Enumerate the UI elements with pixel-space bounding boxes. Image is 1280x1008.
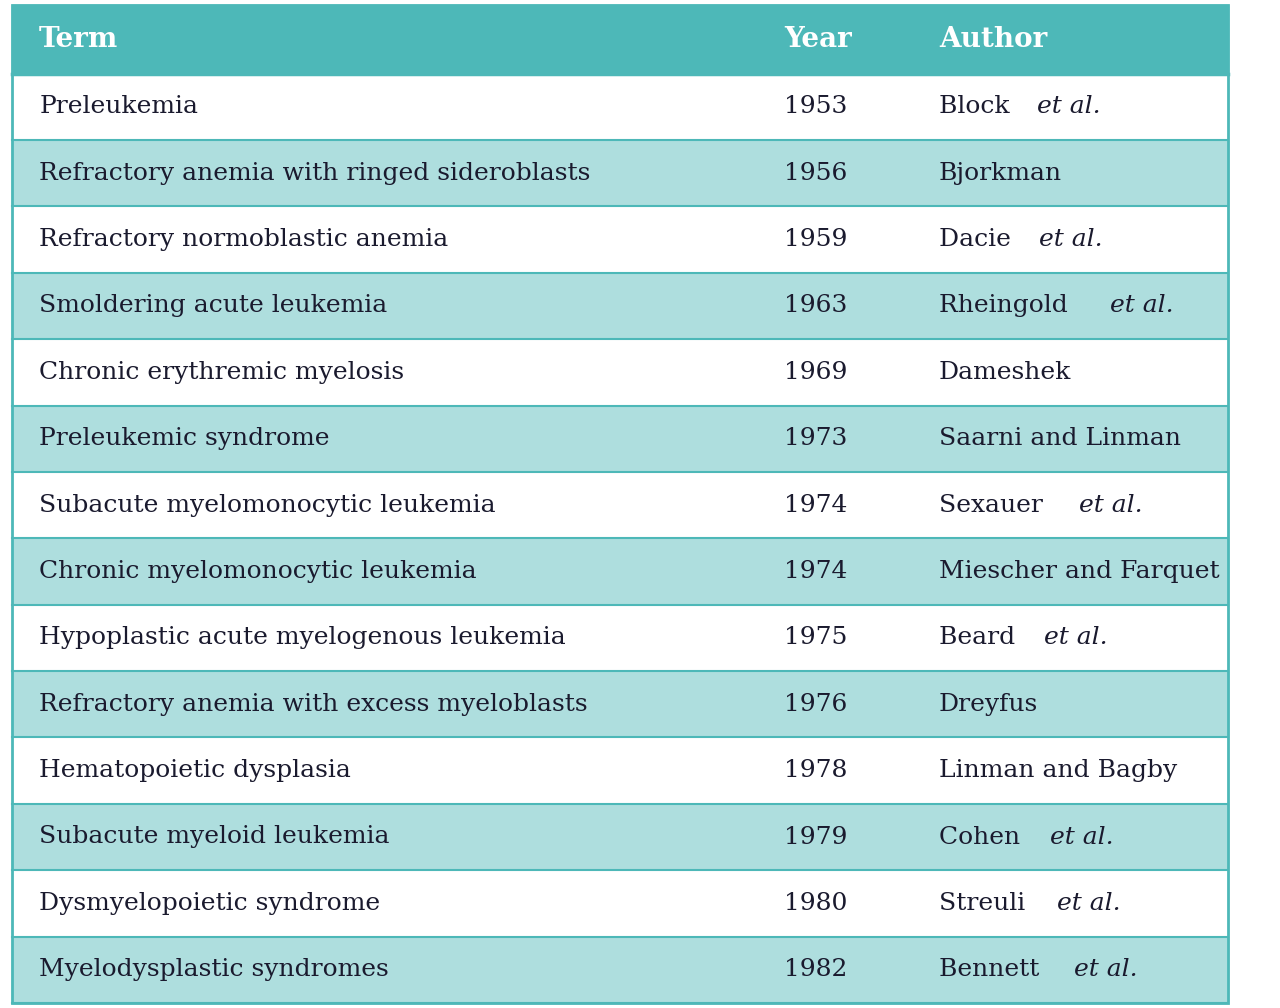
- Text: Author: Author: [940, 26, 1047, 52]
- Text: Chronic erythremic myelosis: Chronic erythremic myelosis: [40, 361, 404, 384]
- Text: Hypoplastic acute myelogenous leukemia: Hypoplastic acute myelogenous leukemia: [40, 626, 566, 649]
- Text: Smoldering acute leukemia: Smoldering acute leukemia: [40, 294, 388, 318]
- Text: et al.: et al.: [1044, 626, 1107, 649]
- Text: Subacute myeloid leukemia: Subacute myeloid leukemia: [40, 826, 389, 849]
- Text: Term: Term: [40, 26, 119, 52]
- Bar: [13, 538, 1229, 605]
- Text: Dysmyelopoietic syndrome: Dysmyelopoietic syndrome: [40, 892, 380, 915]
- Text: Dreyfus: Dreyfus: [940, 692, 1038, 716]
- Text: 1976: 1976: [785, 692, 847, 716]
- Text: Block: Block: [940, 96, 1018, 118]
- Text: Sexauer: Sexauer: [940, 494, 1051, 516]
- Text: Miescher and Farquet: Miescher and Farquet: [940, 560, 1220, 583]
- Bar: [13, 936, 1229, 1003]
- Text: Preleukemia: Preleukemia: [40, 96, 198, 118]
- Text: Cohen: Cohen: [940, 826, 1028, 849]
- Text: et al.: et al.: [1037, 96, 1101, 118]
- Bar: [13, 74, 1229, 140]
- Text: 1975: 1975: [785, 626, 847, 649]
- Text: 1956: 1956: [785, 161, 847, 184]
- Text: Subacute myelomonocytic leukemia: Subacute myelomonocytic leukemia: [40, 494, 495, 516]
- Text: Year: Year: [785, 26, 852, 52]
- Text: 1978: 1978: [785, 759, 847, 782]
- Text: et al.: et al.: [1039, 228, 1102, 251]
- Text: Bennett: Bennett: [940, 959, 1047, 981]
- Bar: [13, 472, 1229, 538]
- Bar: [13, 140, 1229, 207]
- Text: 1959: 1959: [785, 228, 847, 251]
- Text: 1953: 1953: [785, 96, 847, 118]
- Bar: [13, 273, 1229, 339]
- Text: 1974: 1974: [785, 494, 847, 516]
- Text: Dacie: Dacie: [940, 228, 1019, 251]
- Text: et al.: et al.: [1079, 494, 1143, 516]
- Text: Streuli: Streuli: [940, 892, 1033, 915]
- Text: Rheingold: Rheingold: [940, 294, 1075, 318]
- Text: 1969: 1969: [785, 361, 847, 384]
- Text: Chronic myelomonocytic leukemia: Chronic myelomonocytic leukemia: [40, 560, 476, 583]
- Bar: [13, 207, 1229, 273]
- Text: Saarni and Linman: Saarni and Linman: [940, 427, 1181, 451]
- Text: Preleukemic syndrome: Preleukemic syndrome: [40, 427, 330, 451]
- Bar: [13, 671, 1229, 738]
- Text: 1973: 1973: [785, 427, 847, 451]
- Text: Linman and Bagby: Linman and Bagby: [940, 759, 1178, 782]
- Text: Myelodysplastic syndromes: Myelodysplastic syndromes: [40, 959, 389, 981]
- Text: Refractory anemia with excess myeloblasts: Refractory anemia with excess myeloblast…: [40, 692, 588, 716]
- Text: Refractory anemia with ringed sideroblasts: Refractory anemia with ringed sideroblas…: [40, 161, 590, 184]
- Bar: [13, 870, 1229, 936]
- Text: Refractory normoblastic anemia: Refractory normoblastic anemia: [40, 228, 448, 251]
- Text: et al.: et al.: [1110, 294, 1174, 318]
- Text: et al.: et al.: [1074, 959, 1138, 981]
- Bar: [13, 605, 1229, 671]
- Text: Beard: Beard: [940, 626, 1023, 649]
- Text: 1963: 1963: [785, 294, 847, 318]
- Text: Dameshek: Dameshek: [940, 361, 1071, 384]
- Text: 1979: 1979: [785, 826, 847, 849]
- Text: 1980: 1980: [785, 892, 847, 915]
- Bar: [13, 339, 1229, 405]
- Bar: [13, 405, 1229, 472]
- Bar: [13, 803, 1229, 870]
- Bar: [13, 5, 1229, 74]
- Text: Bjorkman: Bjorkman: [940, 161, 1062, 184]
- Text: et al.: et al.: [1051, 826, 1114, 849]
- Text: Hematopoietic dysplasia: Hematopoietic dysplasia: [40, 759, 351, 782]
- Text: 1974: 1974: [785, 560, 847, 583]
- Text: 1982: 1982: [785, 959, 847, 981]
- Text: et al.: et al.: [1057, 892, 1120, 915]
- Bar: [13, 738, 1229, 803]
